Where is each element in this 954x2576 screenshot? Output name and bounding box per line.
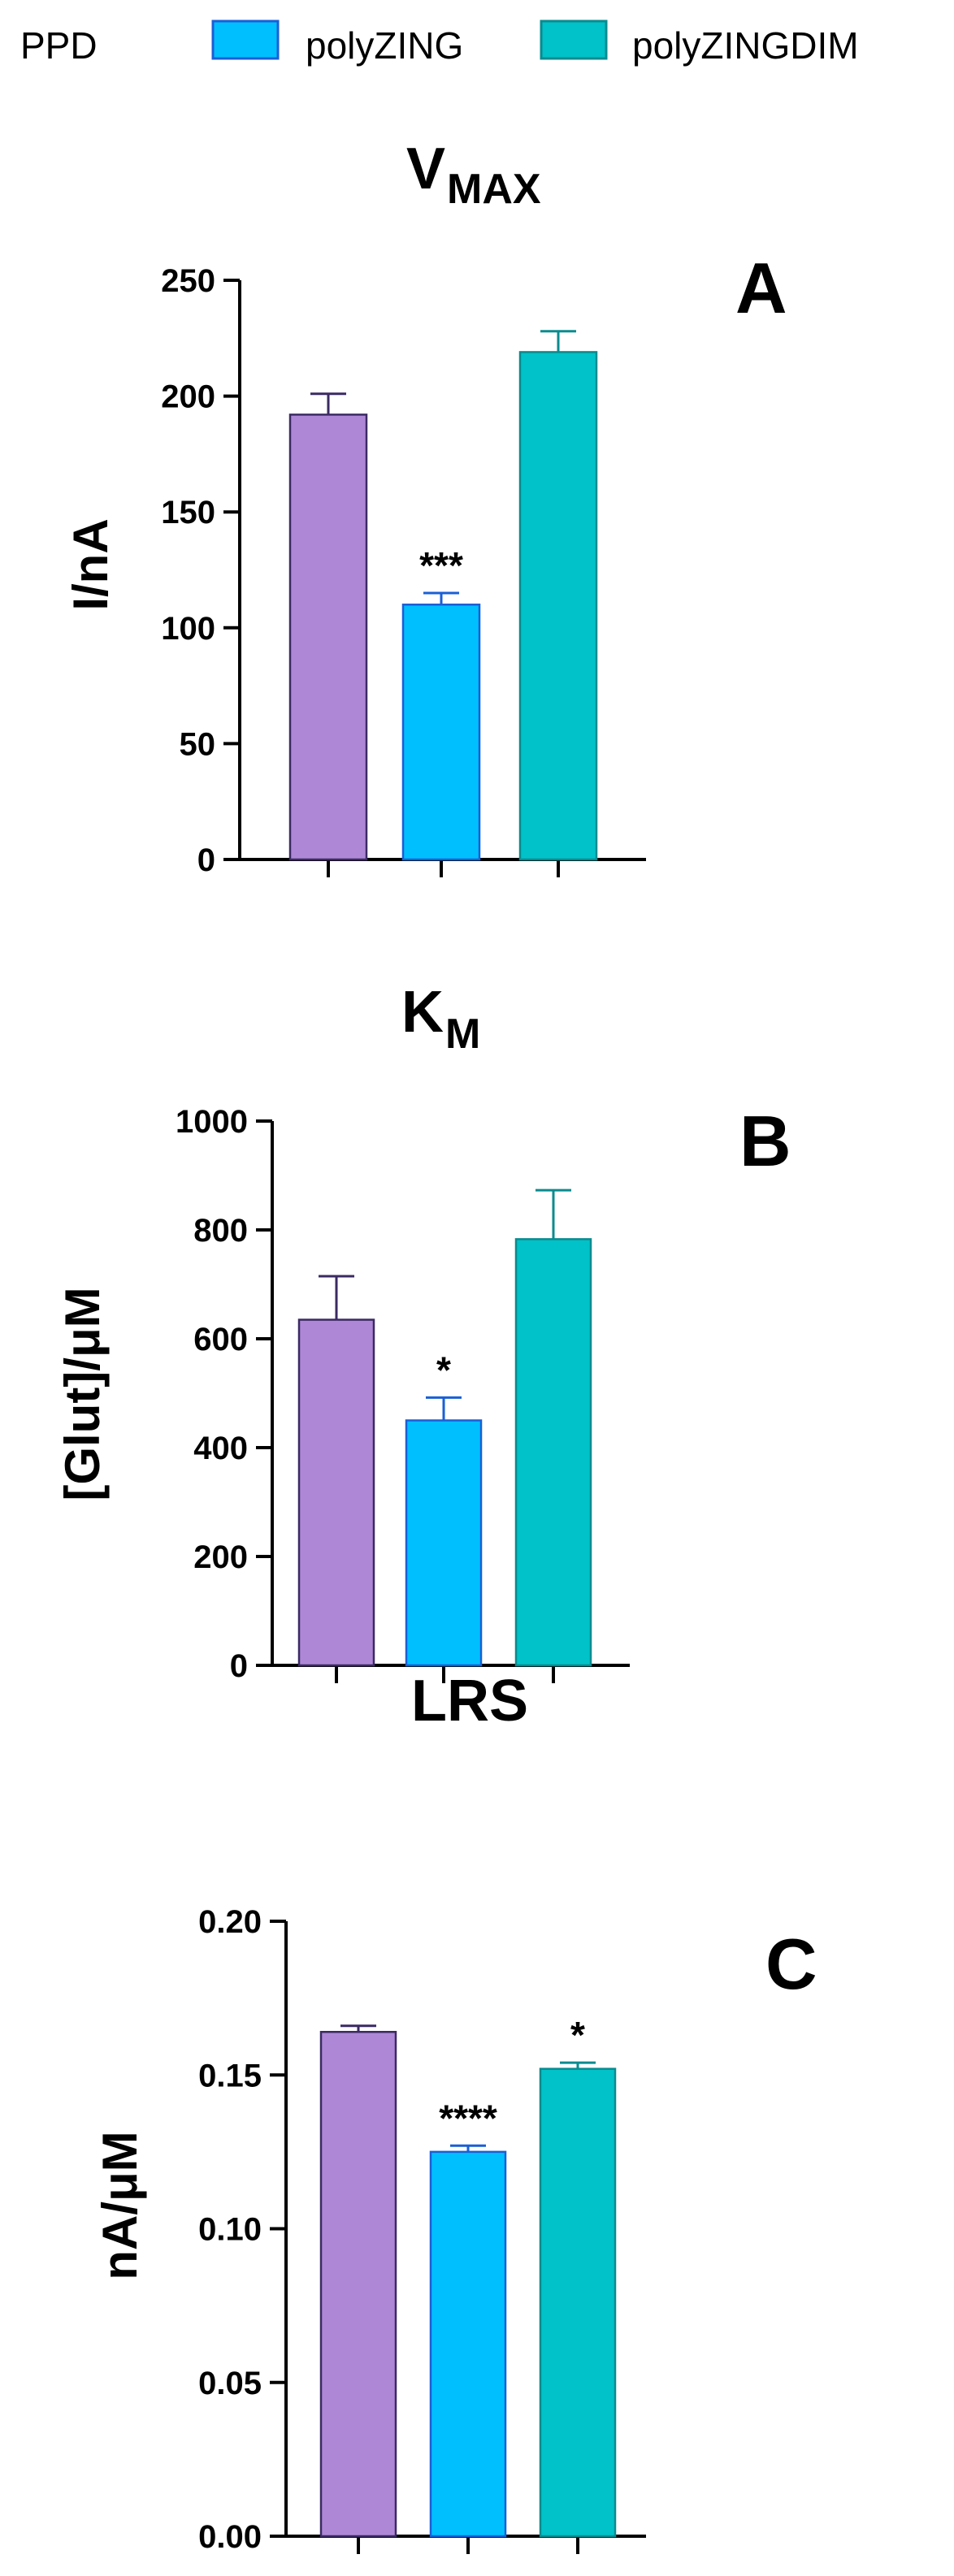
chart-title-subscript: M bbox=[445, 1011, 480, 1058]
y-tick-label: 0 bbox=[197, 842, 215, 878]
bar-polyzingdim bbox=[518, 351, 598, 861]
y-tick-label: 250 bbox=[161, 263, 215, 299]
y-tick-label: 100 bbox=[161, 611, 215, 647]
y-tick-label: 0.05 bbox=[198, 2366, 262, 2401]
chart-title: LRS bbox=[411, 1669, 528, 1734]
chart-panel-c: LRS C nA/μM 0.000.050.100.150.20 ***** bbox=[93, 1669, 817, 2555]
y-tick-label: 50 bbox=[180, 726, 216, 762]
chart-title: V bbox=[406, 136, 445, 201]
legend: PPD polyZING polyZINGDIM bbox=[20, 19, 859, 67]
y-axis-label: I/nA bbox=[63, 518, 118, 610]
bar-polyzing bbox=[429, 2150, 507, 2538]
bar-polyzingdim bbox=[514, 1238, 592, 1667]
chart-title-subscript: MAX bbox=[447, 166, 541, 213]
bar-polyzing bbox=[405, 1419, 483, 1667]
chart-panel-a: V MAX A I/nA 0 50 100 150 200 250 *** bbox=[63, 136, 787, 878]
panel-letter: B bbox=[739, 1101, 791, 1181]
y-tick-label: 0 bbox=[230, 1648, 248, 1684]
bar-polyzingdim bbox=[539, 2067, 617, 2538]
significance-marker: * bbox=[436, 1349, 451, 1391]
bar-ppd bbox=[319, 2031, 397, 2538]
y-tick-label: 200 bbox=[161, 379, 215, 415]
legend-label-polyzingdim: polyZINGDIM bbox=[632, 24, 859, 67]
significance-marker: * bbox=[570, 2014, 585, 2056]
bar-ppd bbox=[297, 1318, 375, 1667]
y-tick-label: 0.10 bbox=[198, 2212, 262, 2248]
significance-marker: *** bbox=[419, 544, 463, 587]
panel-letter: A bbox=[735, 248, 787, 328]
y-axis-label: nA/μM bbox=[93, 2131, 147, 2279]
chart-panel-b: K M B [Glut]/μM 0 200 400 600 800 1000 * bbox=[55, 980, 791, 1684]
legend-item-ppd: PPD bbox=[20, 24, 98, 67]
y-tick-label: 1000 bbox=[176, 1104, 248, 1140]
significance-marker: **** bbox=[439, 2097, 497, 2139]
y-tick-label: 150 bbox=[161, 495, 215, 530]
bar-polyzing bbox=[401, 604, 481, 861]
y-axis-label: [Glut]/μM bbox=[55, 1287, 110, 1500]
bar-ppd bbox=[288, 413, 368, 861]
legend-item-polyzingdim: polyZINGDIM bbox=[540, 19, 859, 67]
legend-swatch-polyzing bbox=[211, 19, 280, 60]
y-tick-label: 600 bbox=[193, 1322, 248, 1357]
y-tick-label: 0.20 bbox=[198, 1904, 262, 1940]
y-tick-label: 800 bbox=[193, 1213, 248, 1249]
legend-label-ppd: PPD bbox=[20, 24, 98, 67]
y-tick-label: 0.00 bbox=[198, 2519, 262, 2555]
legend-swatch-polyzingdim bbox=[540, 19, 608, 60]
y-tick-label: 0.15 bbox=[198, 2058, 262, 2093]
legend-label-polyzing: polyZING bbox=[306, 24, 463, 67]
legend-item-polyzing: polyZING bbox=[211, 19, 463, 67]
y-tick-label: 400 bbox=[193, 1431, 248, 1466]
y-tick-label: 200 bbox=[193, 1539, 248, 1575]
panel-letter: C bbox=[765, 1924, 817, 2004]
chart-title: K bbox=[401, 980, 444, 1045]
